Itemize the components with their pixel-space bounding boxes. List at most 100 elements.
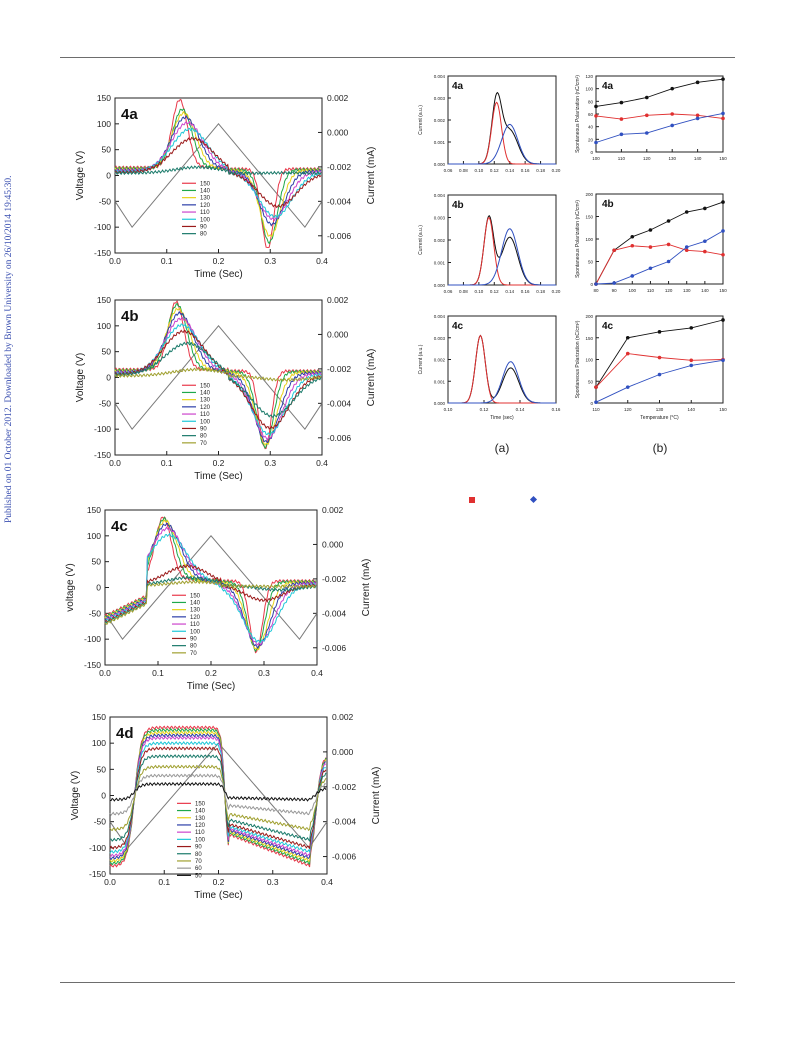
left-4c-series-100 <box>104 532 317 644</box>
right-4c-ytick-label: 150 <box>585 336 593 341</box>
mid-4a-xtick-label: 0.20 <box>552 168 561 173</box>
right-4b-series-blue <box>595 230 724 285</box>
left-4d-legend-label: 150 <box>195 801 206 807</box>
right-4b-point-blue <box>612 281 616 285</box>
right-4a-panel-label: 4a <box>602 81 614 92</box>
left-4a-xtick-label: 0.4 <box>316 256 328 266</box>
right-4b-xtick-label: 110 <box>647 288 655 293</box>
left-4b-series-70 <box>114 367 322 382</box>
mid-4c-series-total <box>448 334 556 404</box>
left-4a-legend-label: 150 <box>200 181 211 187</box>
left-4d-ytick-label: 50 <box>97 764 107 774</box>
left-4a-voltage-line <box>114 123 323 229</box>
right-4b-point-red <box>703 249 707 254</box>
left-4c-xtick-label: 0.1 <box>152 668 164 678</box>
mid-4c-xtick-label: 0.14 <box>516 407 525 412</box>
right-4b-point-blue <box>721 229 725 233</box>
left-4c-panel-label: 4c <box>111 518 128 535</box>
right-4c-xtick-label: 120 <box>624 407 632 412</box>
mid-4a-xtick-label: 0.14 <box>505 168 514 173</box>
left-4c-ytick-label: 150 <box>87 505 101 515</box>
mid-4a-ytick-label: 0.003 <box>434 96 446 101</box>
left-4d-y2tick-label: -0.002 <box>332 782 356 792</box>
right-4b-xtick-label: 120 <box>665 288 673 293</box>
left-4a-ytick-label: 0 <box>106 171 111 181</box>
right-4c-ylabel: Spontaneous Polarization (nC/cm²) <box>575 320 581 398</box>
left-4b-series-100 <box>114 323 322 437</box>
left-4b-xtick-label: 0.0 <box>109 458 121 468</box>
right-4c-point-blue <box>594 400 598 405</box>
right-4a-point-red <box>619 117 624 121</box>
left-4c-legend-label: 140 <box>190 600 201 606</box>
mid-4a-series-peak2 <box>448 123 556 165</box>
left-4a-ytick-label: 50 <box>102 145 112 155</box>
left-4c-ytick-label: -100 <box>84 634 101 644</box>
left-4a-y2tick-label: 0.000 <box>327 127 349 137</box>
header-rule <box>60 57 735 58</box>
left-4c-legend-label: 70 <box>190 651 197 657</box>
left-4d-ytick-label: 100 <box>92 738 106 748</box>
left-4c-legend-label: 80 <box>190 644 197 650</box>
left-4b-ytick-label: -50 <box>99 398 112 408</box>
left-4a-frame <box>114 97 323 254</box>
left-4b-legend-label: 110 <box>200 412 210 418</box>
left-4a-series-140 <box>114 108 322 245</box>
right-4a-xtick-label: 120 <box>643 156 651 161</box>
left-4c-legend-label: 110 <box>190 622 200 628</box>
left-4b-ytick-label: 150 <box>97 295 111 305</box>
right-4a-xtick-label: 140 <box>694 156 702 161</box>
right-4c-point-red <box>594 385 598 389</box>
right-4a-ytick-label: 0 <box>590 150 593 155</box>
right-4a-point-red <box>721 116 725 121</box>
right-4a-series-red <box>595 113 724 120</box>
left-4d-y2tick-label: 0.002 <box>332 712 354 722</box>
left-4b-series-150 <box>114 300 322 450</box>
right-4b-point-total <box>721 200 725 204</box>
mid-4b-ytick-label: 0.003 <box>434 216 446 221</box>
right-4a-series-total <box>595 78 724 107</box>
right-4b-point-total <box>703 206 707 211</box>
left-4c-voltage-line <box>104 535 318 641</box>
left-4b-legend-label: 150 <box>200 383 211 389</box>
right-4c-ytick-label: 0 <box>590 401 593 406</box>
right-4b-point-blue <box>703 239 707 244</box>
right-4c-xtick-label: 150 <box>719 407 727 412</box>
mid-4b-xtick-label: 0.10 <box>474 289 483 294</box>
right-4b-ytick-label: 50 <box>588 260 594 265</box>
left-4c-xtick-label: 0.2 <box>205 668 217 678</box>
left-4a-ytick-label: -100 <box>94 222 111 232</box>
mid-4b-xtick-label: 0.08 <box>459 289 468 294</box>
left-4d-y2label: Current (mA) <box>371 767 382 825</box>
left-4c-series-70 <box>104 579 317 625</box>
right-4b-series-total <box>595 201 724 285</box>
left-4b-y2label: Current (mA) <box>366 349 377 407</box>
right-4a-ytick-label: 60 <box>588 112 594 117</box>
right-4b-xtick-label: 90 <box>612 288 618 293</box>
mid-4c-xtick-label: 0.10 <box>444 407 453 412</box>
right-4b-xtick-label: 150 <box>719 288 727 293</box>
mid-4c-series-peak1 <box>448 334 556 404</box>
left-4c-y2tick-label: -0.002 <box>322 574 346 584</box>
left-4d-series-130 <box>109 730 327 863</box>
left-4c-y2label: Current (mA) <box>361 559 372 617</box>
left-4a-legend-label: 80 <box>200 232 207 238</box>
right-4a-point-blue <box>695 116 700 121</box>
mid-4a-ytick-label: 0.002 <box>434 118 446 123</box>
left-4a-series-90 <box>114 136 322 209</box>
right-4a-ytick-label: 40 <box>588 125 594 130</box>
left-4d-xtick-label: 0.4 <box>321 877 333 887</box>
left-4c-y2tick-label: 0.002 <box>322 505 344 515</box>
left-4b-series-80 <box>115 341 322 418</box>
mid-4c-ytick-label: 0.004 <box>434 314 446 319</box>
mid-4a-xtick-label: 0.08 <box>459 168 468 173</box>
left-4a-legend-label: 120 <box>200 203 211 209</box>
right-4b-series-red <box>595 243 724 285</box>
left-4b-series-130 <box>114 307 322 446</box>
right-4a-point-total <box>645 95 649 100</box>
left-4c-series-140 <box>104 516 317 653</box>
left-4c-ytick-label: -150 <box>84 660 101 670</box>
mid-4b-ytick-label: 0.001 <box>434 261 446 266</box>
mid-4c-series-peak2 <box>448 361 556 404</box>
right-4c-point-red <box>689 358 694 363</box>
